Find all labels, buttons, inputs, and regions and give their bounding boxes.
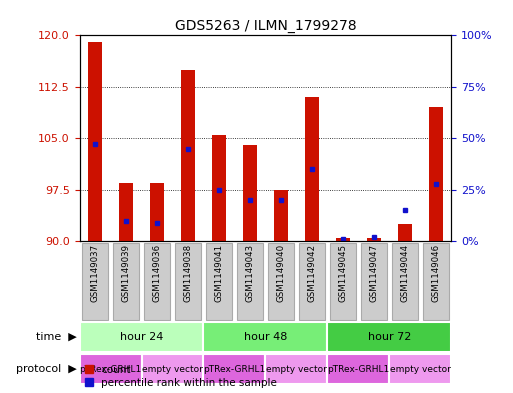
Text: GSM1149040: GSM1149040 (277, 244, 285, 303)
Text: hour 24: hour 24 (120, 332, 163, 342)
Text: GSM1149045: GSM1149045 (339, 244, 347, 303)
FancyBboxPatch shape (175, 243, 201, 320)
Text: hour 72: hour 72 (368, 332, 411, 342)
Text: empty vector: empty vector (142, 365, 203, 374)
Text: GSM1149037: GSM1149037 (90, 244, 100, 303)
Legend: count, percentile rank within the sample: count, percentile rank within the sample (85, 365, 277, 388)
Bar (429, 107, 443, 241)
Text: empty vector: empty vector (266, 365, 327, 374)
Bar (243, 145, 257, 241)
Bar (398, 224, 412, 241)
Text: pTRex-GRHL1: pTRex-GRHL1 (203, 365, 266, 374)
Text: GSM1149043: GSM1149043 (246, 244, 254, 303)
FancyBboxPatch shape (206, 243, 232, 320)
FancyBboxPatch shape (142, 354, 204, 384)
FancyBboxPatch shape (82, 243, 108, 320)
Bar (274, 190, 288, 241)
Text: pTRex-GRHL1: pTRex-GRHL1 (80, 365, 142, 374)
Bar (367, 238, 381, 241)
Text: pTRex-GRHL1: pTRex-GRHL1 (327, 365, 389, 374)
FancyBboxPatch shape (144, 243, 170, 320)
FancyBboxPatch shape (327, 322, 451, 351)
Text: GSM1149046: GSM1149046 (431, 244, 441, 303)
FancyBboxPatch shape (327, 354, 389, 384)
FancyBboxPatch shape (299, 243, 325, 320)
Text: GSM1149042: GSM1149042 (307, 244, 317, 303)
Bar (305, 97, 319, 241)
Bar (336, 238, 350, 241)
FancyBboxPatch shape (265, 354, 327, 384)
FancyBboxPatch shape (204, 322, 327, 351)
FancyBboxPatch shape (392, 243, 418, 320)
Title: GDS5263 / ILMN_1799278: GDS5263 / ILMN_1799278 (174, 19, 357, 33)
Bar (150, 183, 164, 241)
FancyBboxPatch shape (113, 243, 139, 320)
Text: protocol  ▶: protocol ▶ (16, 364, 77, 374)
Text: hour 48: hour 48 (244, 332, 287, 342)
Bar (181, 70, 195, 241)
Text: empty vector: empty vector (390, 365, 451, 374)
FancyBboxPatch shape (389, 354, 451, 384)
Bar (119, 183, 133, 241)
Text: GSM1149047: GSM1149047 (369, 244, 379, 303)
Text: GSM1149039: GSM1149039 (122, 244, 130, 302)
FancyBboxPatch shape (361, 243, 387, 320)
Bar (212, 135, 226, 241)
Text: time  ▶: time ▶ (36, 332, 77, 342)
Text: GSM1149038: GSM1149038 (184, 244, 192, 303)
Text: GSM1149041: GSM1149041 (214, 244, 224, 303)
FancyBboxPatch shape (80, 354, 142, 384)
Text: GSM1149036: GSM1149036 (152, 244, 162, 303)
FancyBboxPatch shape (330, 243, 356, 320)
FancyBboxPatch shape (238, 243, 263, 320)
FancyBboxPatch shape (268, 243, 293, 320)
Bar (88, 42, 102, 241)
FancyBboxPatch shape (80, 322, 204, 351)
FancyBboxPatch shape (423, 243, 449, 320)
Text: GSM1149044: GSM1149044 (401, 244, 409, 303)
FancyBboxPatch shape (204, 354, 265, 384)
